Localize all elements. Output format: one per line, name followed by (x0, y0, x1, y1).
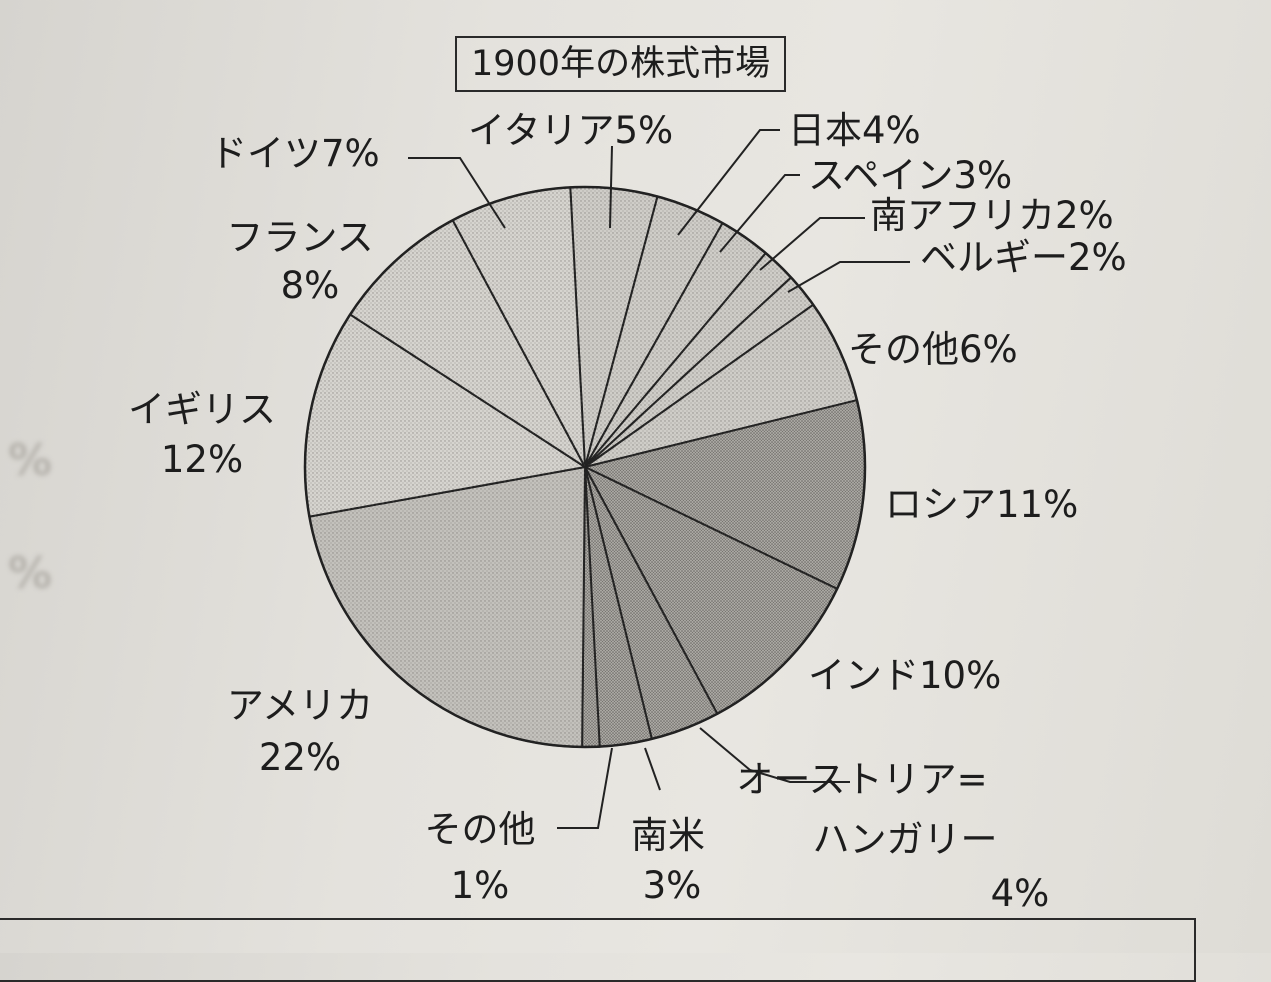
slice-label: 南アフリカ2% (870, 194, 1114, 237)
leader-line (408, 157, 506, 229)
slice-labels: イタリア5% 日本4%スペイン3%南アフリカ2%ベルギー2% その他6% ロシア11%… (128, 109, 1127, 915)
bottom-text-box (0, 918, 1196, 982)
slice-label: 22% (259, 736, 341, 779)
slice-label: 日本4% (788, 109, 921, 152)
leader-line (677, 129, 780, 236)
slice-label: オーストリア= (736, 758, 987, 801)
slice-label: 1% (451, 864, 510, 907)
pie-slice-texture (452, 187, 585, 467)
slice-label: その他6% (848, 328, 1018, 371)
leader-line (759, 217, 865, 271)
pie-slice-texture (582, 467, 600, 748)
chart-title: 1900年の株式市場 (455, 36, 787, 92)
slice-label: ハンガリー (813, 818, 998, 861)
pie-slice-texture (585, 467, 652, 747)
pie-chart: イタリア5% 日本4%スペイン3%南アフリカ2%ベルギー2% その他6% ロシア11%… (128, 109, 1127, 915)
pie-slice-texture (309, 467, 585, 747)
slice-label: 8% (281, 264, 340, 307)
pie-slice-texture (304, 314, 585, 517)
leader-line (699, 727, 850, 783)
leader-line (557, 747, 613, 829)
pie-slice-texture (585, 196, 723, 467)
slice-label: イギリス (128, 388, 276, 431)
pie-slice-texture (585, 304, 857, 467)
slice-label: ドイツ7% (210, 132, 380, 175)
pie-slice-texture (570, 187, 658, 467)
slice-label: 南米 (631, 814, 705, 857)
slice-label: アメリカ (227, 684, 373, 727)
slice-label: 4% (991, 872, 1050, 915)
background-page-text: % % (8, 435, 53, 599)
pie-slice-texture (350, 220, 585, 467)
slice-label: 3% (643, 864, 702, 907)
pie-slice-texture (585, 277, 814, 467)
slice-label: フランス (226, 216, 373, 259)
slice-label: その他 (425, 808, 536, 851)
slice-label: イタリア5% (468, 109, 673, 152)
pie-slice-texture (585, 467, 718, 739)
slice-label: ロシア11% (885, 483, 1078, 526)
leader-line (609, 145, 613, 229)
leader-line (787, 261, 910, 293)
background-text: % (8, 548, 53, 599)
pie-slice-texture (585, 467, 838, 714)
pie-slice-texture (585, 400, 865, 589)
slices-layer (303, 185, 867, 749)
pie-outline (303, 185, 867, 749)
leader-lines (408, 129, 910, 829)
leader-line (719, 174, 800, 253)
slice-label: スペイン3% (808, 154, 1012, 197)
leader-line (644, 747, 661, 791)
slice-label: 12% (161, 438, 243, 481)
pie-slice-texture (585, 253, 792, 467)
pie-slice-texture (585, 223, 766, 467)
slice-label: ベルギー2% (920, 236, 1127, 279)
background-text: % (8, 435, 53, 486)
slice-label: インド10% (808, 654, 1001, 697)
